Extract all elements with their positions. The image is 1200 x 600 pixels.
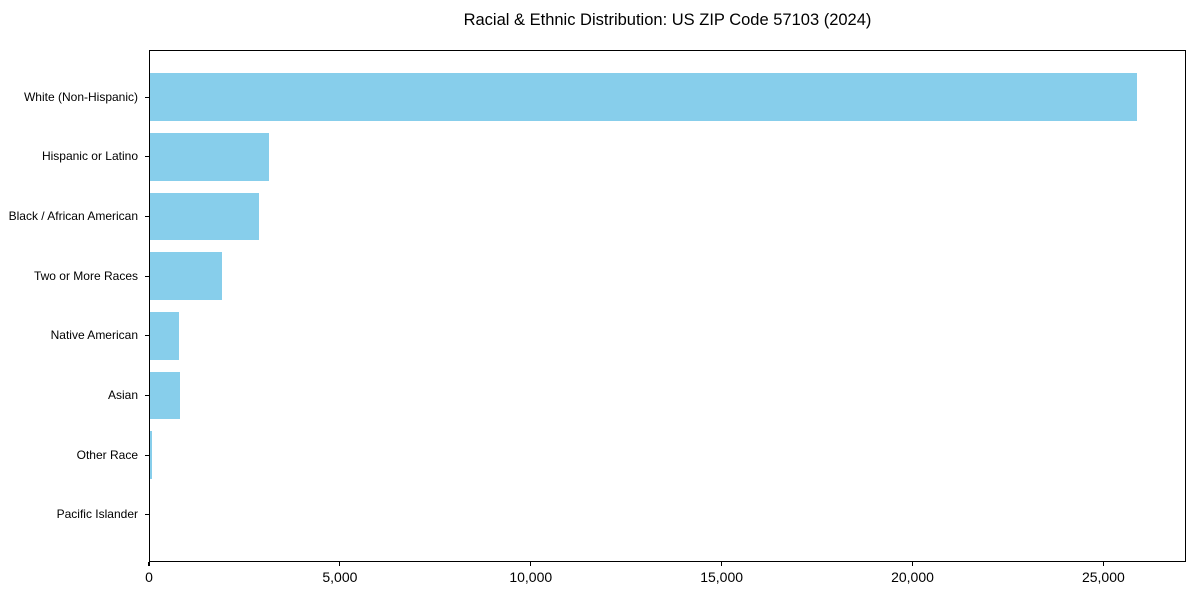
x-axis-tick-label-5000: 5,000 [322,569,358,585]
y-axis-label-black-african-american: Black / African American [8,208,138,223]
x-axis-tick [148,562,150,566]
bar-native-american [150,311,180,360]
x-axis-tick [530,562,532,566]
bar-two-or-more-races [150,252,222,301]
x-axis-tick [911,562,914,566]
x-axis-tick [1102,562,1104,566]
y-axis-label-pacific-islander: Pacific Islander [56,507,138,522]
y-axis-tick [145,394,149,397]
bar-hispanic-or-latino [150,132,270,181]
y-axis-tick [145,156,149,158]
x-axis-tick [721,562,723,566]
y-axis-label-asian: Asian [107,388,138,402]
chart-title: Racial & Ethnic Distribution: US ZIP Cod… [463,11,872,29]
y-axis-tick [145,275,149,277]
x-axis-tick-label-20000: 20,000 [891,569,934,585]
bar-asian [150,371,181,420]
x-axis-tick-label-10000: 10,000 [509,569,553,585]
y-axis-tick [145,514,149,516]
y-axis-label-other-race: Other Race [76,447,138,462]
x-axis-tick-label-25000: 25,000 [1081,569,1125,585]
x-axis-tick [339,562,341,566]
y-axis-tick [145,454,149,456]
x-axis-tick-label-0: 0 [145,569,153,585]
y-axis-tick [145,215,149,218]
y-axis-label-native-american: Native American [50,328,138,343]
bar-black-african-american [150,192,259,241]
bar-other-race [150,431,153,480]
x-axis-tick-label-15000: 15,000 [700,569,744,585]
y-axis-label-two-or-more-races: Two or More Races [33,268,138,283]
y-axis-tick [145,96,149,98]
y-axis-label-white-non-hispanic: White (Non-Hispanic) [23,89,138,104]
y-axis-label-hispanic-or-latino: Hispanic or Latino [41,149,138,164]
y-axis-tick [145,335,149,337]
plot-area [149,50,1186,562]
bar-white-non-hispanic [150,73,1137,121]
